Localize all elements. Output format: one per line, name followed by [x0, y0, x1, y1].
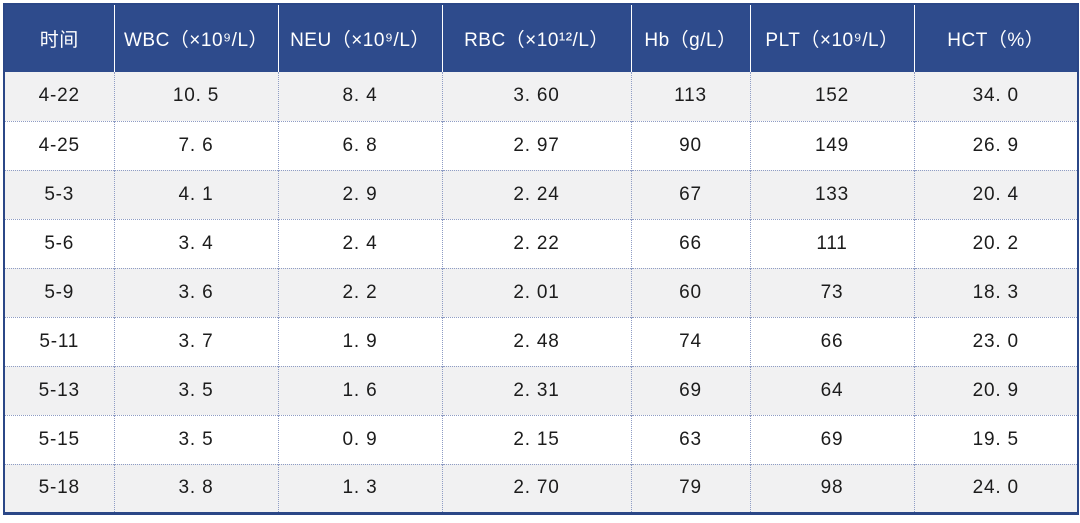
table-row: 5-15 3. 5 0. 9 2. 15 63 69 19. 5 — [4, 414, 1078, 464]
table-body: 4-22 10. 5 8. 4 3. 60 113 152 34. 0 4-25 7. 6 6. … — [4, 72, 1078, 513]
rbc-cell: 2. 15 — [441, 414, 631, 464]
date-cell: 4-22 — [38, 85, 80, 107]
hct-cell: 34. 0 — [913, 72, 1078, 121]
date-cell: 4-25 — [4, 120, 114, 170]
hb-cell: 67 — [630, 169, 750, 219]
plt-cell: 133 — [749, 169, 914, 219]
neu-cell: 2. 2 — [277, 267, 442, 317]
column-header-wbc: WBC（×10⁹/L） — [113, 4, 278, 72]
hb-cell: 74 — [630, 316, 750, 366]
neu-cell: 8. 4 — [277, 72, 442, 121]
wbc-cell: 3. 4 — [113, 218, 278, 268]
column-header-hb: Hb（g/L） — [630, 4, 750, 72]
column-header-plt: PLT（×10⁹/L） — [749, 4, 914, 72]
table-row: 5-13 3. 5 1. 6 2. 31 69 64 20. 9 — [4, 365, 1078, 415]
date-cell: 5-6 — [4, 218, 114, 268]
column-header-rbc: RBC（×10¹²/L） — [441, 4, 631, 72]
wbc-cell: 3. 7 — [113, 316, 278, 366]
table-row: 5-9 3. 6 2. 2 2. 01 60 73 18. 3 — [4, 267, 1078, 317]
rbc-cell: 2. 22 — [441, 218, 631, 268]
neu-cell: 2. 4 — [277, 218, 442, 268]
wbc-cell: 3. 6 — [113, 267, 278, 317]
neu-cell: 2. 9 — [277, 169, 442, 219]
hct-cell: 20. 4 — [913, 169, 1078, 219]
column-header-time: 时间 — [4, 4, 114, 72]
wbc-cell: 3. 5 — [113, 414, 278, 464]
hb-cell: 90 — [630, 120, 750, 170]
rbc-cell: 2. 31 — [441, 365, 631, 415]
date-cell: 5-3 — [4, 169, 114, 219]
wbc-cell: 4. 1 — [113, 169, 278, 219]
hct-cell: 18. 3 — [913, 267, 1078, 317]
date-cell: 5-11 — [4, 316, 114, 366]
hct-cell: 26. 9 — [913, 120, 1078, 170]
wbc-cell: 10. 5 — [113, 72, 278, 121]
hb-cell: 66 — [630, 218, 750, 268]
date-cell: 5-13 — [4, 365, 114, 415]
hct-cell: 24. 0 — [913, 463, 1078, 513]
column-header-hct: HCT（%） — [913, 4, 1078, 72]
hct-cell: 23. 0 — [913, 316, 1078, 366]
neu-cell: 1. 9 — [277, 316, 442, 366]
neu-cell: 1. 3 — [277, 463, 442, 513]
rbc-cell: 2. 48 — [441, 316, 631, 366]
hct-cell: 20. 2 — [913, 218, 1078, 268]
plt-cell: 149 — [749, 120, 914, 170]
hb-cell: 113 — [630, 72, 750, 121]
date-cell: 5-18 — [4, 463, 114, 513]
wbc-cell: 7. 6 — [113, 120, 278, 170]
plt-cell: 111 — [749, 218, 914, 268]
wbc-cell: 3. 8 — [113, 463, 278, 513]
date-cell: 5-15 — [4, 414, 114, 464]
wbc-cell: 3. 5 — [113, 365, 278, 415]
plt-cell: 98 — [749, 463, 914, 513]
plt-cell: 73 — [749, 267, 914, 317]
hct-cell: 19. 5 — [913, 414, 1078, 464]
rbc-cell: 2. 97 — [441, 120, 631, 170]
column-header-neu: NEU（×10⁹/L） — [277, 4, 442, 72]
plt-cell: 69 — [749, 414, 914, 464]
rbc-cell: 2. 70 — [441, 463, 631, 513]
neu-cell: 1. 6 — [277, 365, 442, 415]
plt-cell: 66 — [749, 316, 914, 366]
hb-cell: 60 — [630, 267, 750, 317]
table-row: 5-18 3. 8 1. 3 2. 70 79 98 24. 0 — [4, 463, 1078, 513]
hb-cell: 79 — [630, 463, 750, 513]
rbc-cell: 2. 24 — [441, 169, 631, 219]
date-cell: 5-9 — [4, 267, 114, 317]
neu-cell: 6. 8 — [277, 120, 442, 170]
table-row: 5-6 3. 4 2. 4 2. 22 66 111 20. 2 — [4, 218, 1078, 268]
lab-results-table: 时间 WBC（×10⁹/L） NEU（×10⁹/L） RBC（×10¹²/L） … — [3, 3, 1079, 515]
hb-cell: 63 — [630, 414, 750, 464]
hct-cell: 20. 9 — [913, 365, 1078, 415]
rbc-cell: 2. 01 — [441, 267, 631, 317]
table-row: 4-25 7. 6 6. 8 2. 97 90 149 26. 9 — [4, 120, 1078, 170]
table-row: 5-11 3. 7 1. 9 2. 48 74 66 23. 0 — [4, 316, 1078, 366]
plt-cell: 152 — [749, 72, 914, 121]
rbc-cell: 3. 60 — [441, 72, 631, 121]
header-row: 时间 WBC（×10⁹/L） NEU（×10⁹/L） RBC（×10¹²/L） … — [4, 4, 1078, 72]
plt-cell: 64 — [749, 365, 914, 415]
hb-cell: 69 — [630, 365, 750, 415]
table-row: 5-3 4. 1 2. 9 2. 24 67 133 20. 4 — [4, 169, 1078, 219]
neu-cell: 0. 9 — [277, 414, 442, 464]
table-row: 4-22 10. 5 8. 4 3. 60 113 152 34. 0 — [4, 72, 1078, 121]
